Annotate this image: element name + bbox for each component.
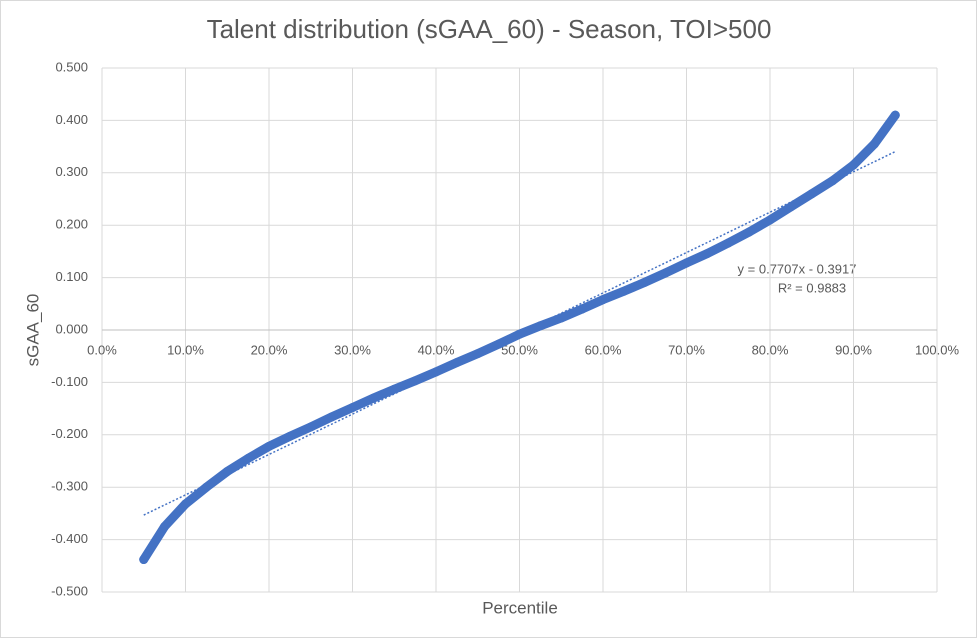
y-tick-label: -0.500 (51, 583, 88, 598)
data-point (306, 422, 316, 432)
data-point (849, 160, 858, 170)
data-point (619, 286, 629, 296)
data-point (473, 349, 483, 359)
x-tick-label: 20.0% (251, 342, 288, 357)
data-point (828, 176, 838, 186)
data-point (160, 522, 170, 531)
x-tick-label: 10.0% (167, 342, 204, 357)
data-point (181, 499, 190, 509)
data-point (139, 555, 149, 565)
data-point (765, 215, 775, 225)
data-point (890, 110, 900, 120)
y-tick-label: 0.100 (55, 269, 88, 284)
data-point (243, 453, 253, 463)
data-point (201, 482, 211, 492)
y-tick-label: -0.300 (51, 479, 88, 494)
data-point (723, 238, 733, 248)
data-point (577, 304, 587, 314)
y-axis-title: sGAA_60 (23, 294, 42, 367)
data-point (640, 277, 650, 287)
data-point (368, 393, 378, 403)
y-tick-label: 0.300 (55, 164, 88, 179)
data-point (682, 258, 691, 268)
trendline (143, 150, 896, 516)
data-point (222, 466, 232, 476)
y-tick-label: 0.400 (55, 112, 88, 127)
y-tick-label: -0.400 (51, 531, 88, 546)
x-tick-label: 50.0% (501, 342, 538, 357)
trendline-r-squared: R² = 0.9883 (778, 280, 846, 295)
y-tick-label: -0.100 (51, 374, 88, 389)
y-tick-label: 0.500 (55, 59, 88, 74)
data-point (535, 321, 545, 331)
chart-title: Talent distribution (sGAA_60) - Season, … (207, 14, 772, 44)
x-tick-label: 100.0% (915, 342, 960, 357)
data-point (327, 412, 337, 422)
x-tick-label: 80.0% (752, 342, 789, 357)
x-tick-label: 70.0% (668, 342, 705, 357)
x-tick-label: 40.0% (418, 342, 455, 357)
y-tick-label: 0.000 (55, 321, 88, 336)
x-tick-label: 90.0% (835, 342, 872, 357)
data-point (410, 376, 420, 386)
y-tick-label: 0.200 (55, 217, 88, 232)
data-point (744, 227, 754, 237)
data-point (869, 139, 879, 149)
trendline-equation: y = 0.7707x - 0.3917 (738, 261, 857, 276)
data-point (598, 295, 608, 305)
data-point (264, 441, 274, 451)
data-point (389, 384, 399, 394)
data-point (285, 431, 295, 441)
x-tick-label: 60.0% (585, 342, 622, 357)
data-point (786, 202, 796, 212)
data-point (661, 268, 671, 278)
x-tick-label: 0.0% (87, 342, 117, 357)
data-point (348, 403, 357, 413)
x-tick-label: 30.0% (334, 342, 371, 357)
y-tick-label: -0.200 (51, 426, 88, 441)
x-axis-title: Percentile (482, 598, 558, 617)
data-point (702, 248, 712, 258)
data-point (556, 313, 566, 323)
data-point (431, 367, 441, 377)
